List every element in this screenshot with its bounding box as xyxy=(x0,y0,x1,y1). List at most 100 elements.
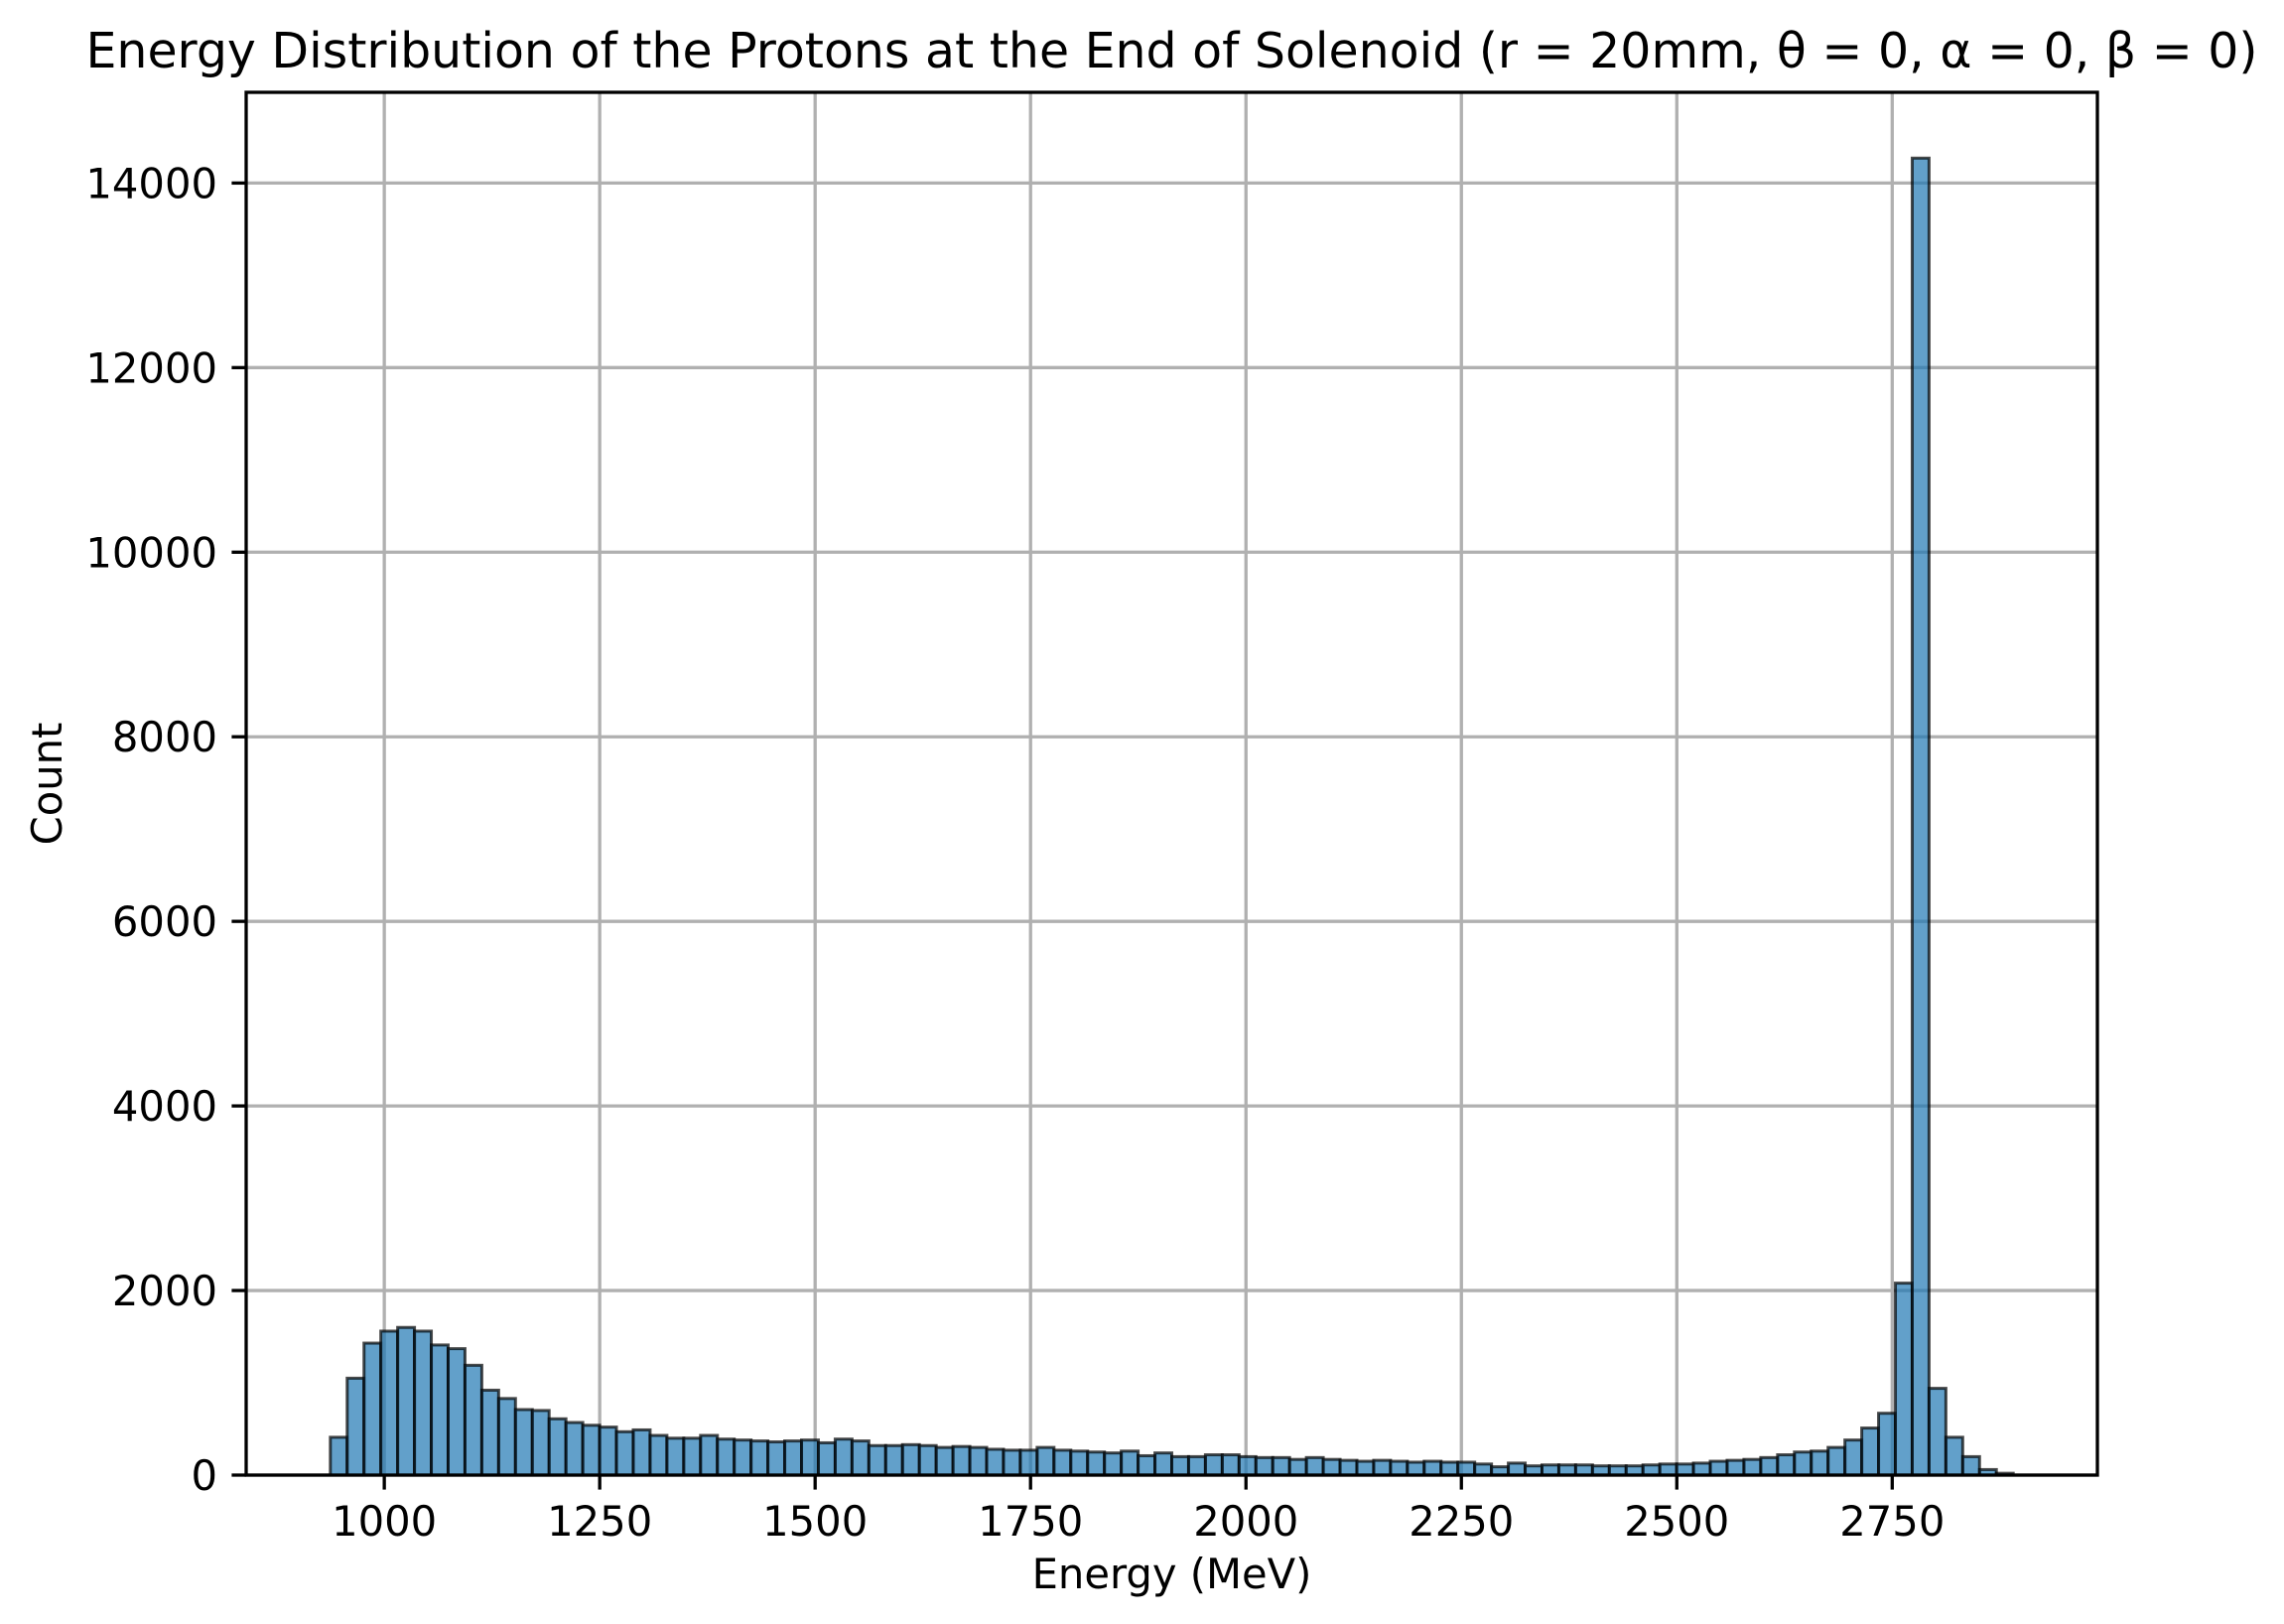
histogram-bar xyxy=(1910,156,1931,1477)
histogram-bar xyxy=(614,1429,635,1477)
histogram-bar xyxy=(1287,1457,1308,1477)
histogram-bar xyxy=(547,1417,568,1477)
histogram-bar xyxy=(833,1437,854,1477)
histogram-bar xyxy=(1355,1459,1376,1477)
tick-labels: 1000 1250 1500 1750 2000 2250 2500 2750 0 2000 400… xyxy=(85,159,1945,1546)
histogram-bar xyxy=(1321,1457,1342,1477)
histogram-bar xyxy=(985,1447,1006,1477)
histogram-bar xyxy=(766,1440,787,1477)
histogram-bar xyxy=(564,1421,585,1477)
histogram-bar xyxy=(1826,1445,1847,1477)
plot-area xyxy=(246,92,2097,1475)
histogram-bar xyxy=(1120,1449,1141,1477)
histogram-bar xyxy=(1439,1460,1460,1477)
histogram-bar xyxy=(430,1343,450,1477)
histogram-bar xyxy=(513,1408,534,1477)
histogram-bar xyxy=(1860,1426,1881,1477)
histogram-bar xyxy=(530,1409,551,1477)
histogram-bar xyxy=(1843,1438,1864,1477)
y-axis-label: Count xyxy=(23,723,71,846)
histogram-bar xyxy=(968,1445,989,1477)
histogram-bar xyxy=(850,1439,871,1477)
histogram-bar xyxy=(1254,1455,1275,1477)
histogram-bar xyxy=(816,1440,837,1477)
histogram-bar xyxy=(783,1439,804,1477)
histogram-bar xyxy=(1507,1461,1528,1477)
histogram-bar xyxy=(329,1435,349,1477)
histogram-bar xyxy=(867,1443,887,1477)
histogram-bar xyxy=(413,1329,434,1477)
histogram-bar xyxy=(479,1388,500,1477)
histogram-bar xyxy=(1137,1453,1157,1477)
y-tick-label: 6000 xyxy=(112,897,217,946)
histogram-bar xyxy=(1691,1461,1712,1477)
histogram-bar xyxy=(446,1347,467,1477)
histogram-bar xyxy=(1456,1460,1477,1477)
axes-frame xyxy=(244,90,2099,1477)
histogram-bar xyxy=(1304,1455,1325,1477)
histogram-bar xyxy=(1103,1451,1124,1477)
y-tick-label: 12000 xyxy=(85,343,217,392)
histogram-bar xyxy=(1675,1462,1695,1477)
histogram-bar xyxy=(733,1438,753,1477)
histogram-bar xyxy=(496,1397,517,1477)
histogram-bar xyxy=(1271,1455,1291,1477)
x-tick-label: 2750 xyxy=(1839,1497,1945,1546)
histogram-bar xyxy=(1776,1453,1797,1477)
y-tick-label: 8000 xyxy=(112,713,217,761)
y-tick-label: 14000 xyxy=(85,159,217,207)
histogram-bar xyxy=(1422,1459,1443,1477)
histogram-bar xyxy=(1473,1462,1494,1477)
histogram-bar xyxy=(598,1425,618,1477)
histogram-bar xyxy=(1086,1450,1107,1477)
histogram-bar xyxy=(800,1438,820,1477)
x-tick-label: 1250 xyxy=(547,1497,652,1546)
histogram-bar xyxy=(699,1433,720,1477)
histogram-bar xyxy=(1894,1282,1914,1477)
histogram-bar xyxy=(581,1423,602,1477)
histogram-bar xyxy=(1793,1450,1814,1477)
histogram-bar xyxy=(1052,1448,1073,1477)
histogram-bar xyxy=(1338,1458,1359,1477)
histogram-bar xyxy=(682,1436,703,1477)
histogram-bar xyxy=(1002,1448,1022,1477)
histogram-bar xyxy=(648,1433,669,1477)
histogram-bar xyxy=(1810,1449,1830,1477)
histogram-bar xyxy=(631,1427,652,1477)
histogram-bar xyxy=(1018,1448,1039,1477)
x-tick-label: 1500 xyxy=(762,1497,868,1546)
x-tick-label: 1000 xyxy=(332,1497,437,1546)
histogram-bar xyxy=(883,1443,904,1477)
histogram-bar xyxy=(900,1442,921,1477)
axis-ticks xyxy=(231,181,1894,1490)
histogram-bar xyxy=(1725,1458,1746,1477)
histogram-bar xyxy=(396,1325,417,1477)
histogram-bar xyxy=(917,1443,938,1477)
histogram-bar xyxy=(1237,1454,1258,1477)
histogram-bar xyxy=(379,1329,400,1477)
histogram-bar xyxy=(1372,1458,1393,1477)
histogram-bar xyxy=(951,1444,972,1477)
x-tick-label: 2250 xyxy=(1409,1497,1514,1546)
histogram-bar xyxy=(1708,1459,1729,1477)
histogram-bar xyxy=(1759,1455,1780,1477)
y-tick-label: 2000 xyxy=(112,1267,217,1315)
histogram-bar xyxy=(1944,1435,1964,1477)
histogram-bar xyxy=(1960,1454,1981,1477)
histogram-bar xyxy=(1153,1451,1174,1477)
histogram-bar xyxy=(749,1439,770,1477)
histogram-bar xyxy=(1035,1445,1056,1477)
histogram-bar xyxy=(1220,1453,1241,1477)
y-tick-label: 10000 xyxy=(85,528,217,577)
histogram-bar xyxy=(1406,1460,1426,1477)
histogram-bar xyxy=(1069,1449,1090,1477)
histogram-bar xyxy=(1389,1459,1410,1477)
histogram-bar xyxy=(1186,1454,1207,1477)
histogram-bar xyxy=(1927,1387,1948,1477)
histogram-bar xyxy=(1203,1453,1224,1477)
x-tick-label: 2500 xyxy=(1624,1497,1729,1546)
histogram-bar xyxy=(665,1436,686,1477)
y-tick-label: 0 xyxy=(191,1451,217,1500)
histogram-bar xyxy=(362,1341,383,1477)
x-tick-label: 2000 xyxy=(1193,1497,1298,1546)
